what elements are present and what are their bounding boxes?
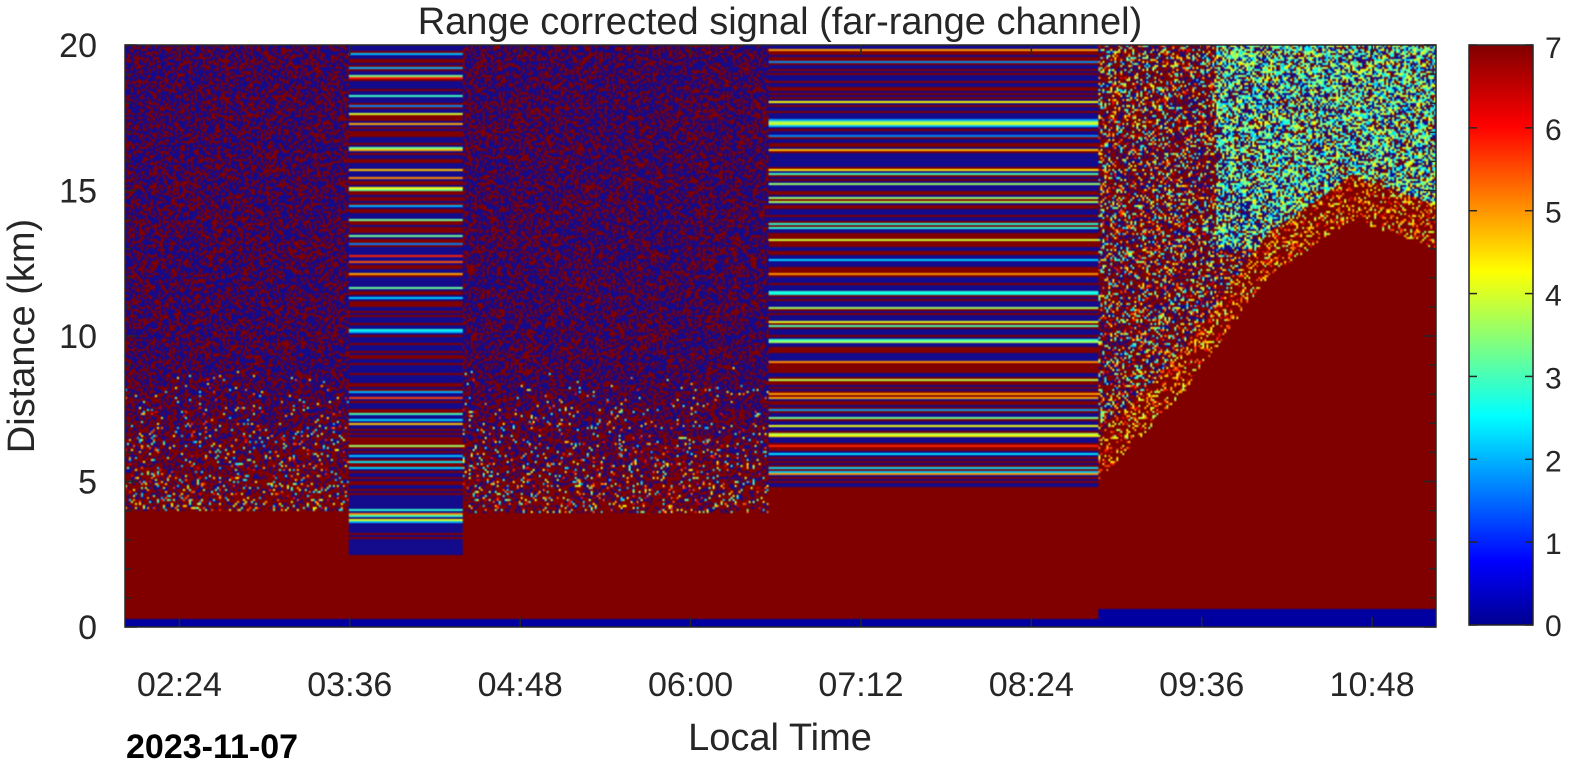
colorbar: 0 1 2 3 4 5 6 7 <box>1468 32 1562 643</box>
y-tick-label: 20 <box>59 27 97 65</box>
y-tick-label: 10 <box>59 318 97 356</box>
colorbar-gradient <box>1468 44 1534 626</box>
x-axis-label: Local Time <box>688 717 872 759</box>
x-tick-label: 08:24 <box>989 666 1074 704</box>
colorbar-tick-label: 0 <box>1545 610 1562 643</box>
x-tick-label: 10:48 <box>1330 666 1415 704</box>
chart-title: Range corrected signal (far-range channe… <box>418 1 1143 43</box>
x-tick-label: 07:12 <box>818 666 903 704</box>
x-tick-label: 09:36 <box>1159 666 1244 704</box>
x-tick-label: 02:24 <box>137 666 222 704</box>
y-tick-label: 5 <box>78 464 97 502</box>
x-tick-label: 03:36 <box>307 666 392 704</box>
heatmap-area <box>125 45 1436 627</box>
y-axis: 0 5 10 15 20 <box>59 27 1436 647</box>
x-tick-label: 04:48 <box>478 666 563 704</box>
colorbar-tick-label: 6 <box>1545 114 1562 147</box>
colorbar-tick-label: 1 <box>1545 528 1562 561</box>
colorbar-tick-label: 5 <box>1545 197 1562 230</box>
colorbar-tick-label: 3 <box>1545 362 1562 395</box>
colorbar-tick-label: 2 <box>1545 445 1562 478</box>
x-tick-label: 06:00 <box>648 666 733 704</box>
x-axis: 02:24 03:36 04:48 06:00 07:12 08:24 09:36 10:48 <box>137 45 1415 704</box>
y-tick-label: 0 <box>78 609 97 647</box>
heatmap-image <box>125 45 1436 627</box>
y-tick-label: 15 <box>59 173 97 211</box>
y-axis-label: Distance (km) <box>1 219 43 453</box>
date-label: 2023-11-07 <box>126 728 298 762</box>
colorbar-tick-label: 4 <box>1545 280 1562 313</box>
colorbar-ticks: 0 1 2 3 4 5 6 7 <box>1469 32 1562 643</box>
colorbar-tick-label: 7 <box>1545 32 1562 65</box>
